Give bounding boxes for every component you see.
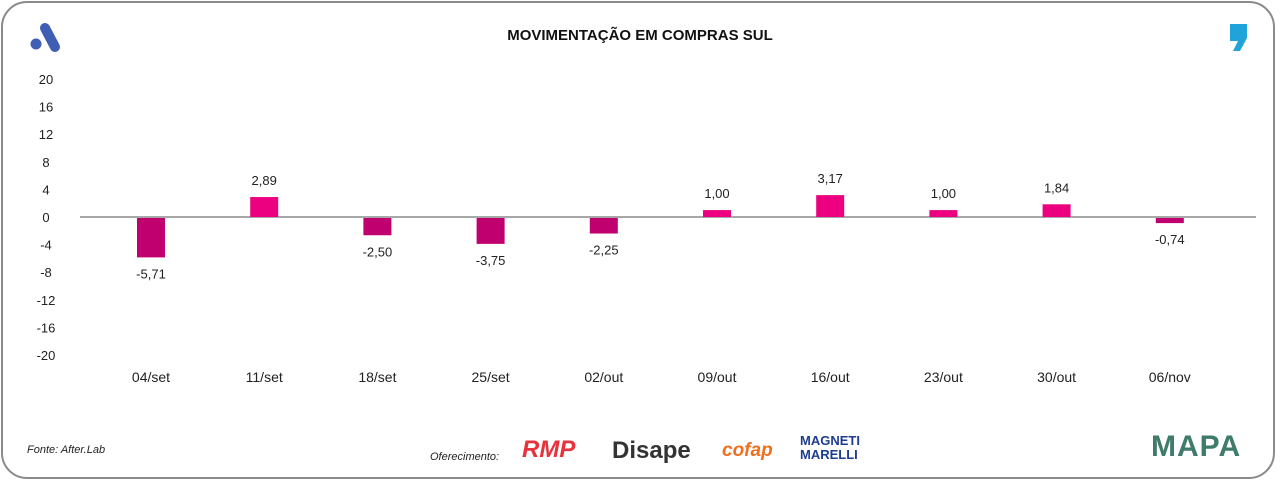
y-tick-label: 4 — [42, 182, 49, 197]
y-tick-label: 16 — [39, 100, 53, 115]
bar — [476, 218, 505, 244]
source-note: Fonte: After.Lab — [27, 444, 106, 456]
sponsor-logo-cofap: cofap — [722, 440, 773, 461]
data-label: -2,25 — [589, 243, 619, 258]
bar — [589, 218, 618, 234]
y-tick-label: 20 — [39, 72, 53, 87]
bar — [1155, 218, 1184, 224]
x-tick-label: 06/nov — [1149, 369, 1191, 385]
y-tick-label: 12 — [39, 127, 53, 142]
data-label: -2,50 — [363, 244, 393, 259]
data-label: 2,89 — [252, 173, 277, 188]
x-tick-label: 04/set — [132, 369, 170, 385]
x-tick-label: 25/set — [472, 369, 510, 385]
bar — [816, 195, 845, 217]
data-label: 1,84 — [1044, 180, 1069, 195]
data-label: 3,17 — [818, 171, 843, 186]
x-tick-label: 16/out — [811, 369, 850, 385]
y-tick-label: -16 — [37, 320, 56, 335]
y-tick-label: -20 — [37, 348, 56, 363]
left-logo-icon — [30, 23, 60, 52]
data-label: 1,00 — [931, 186, 956, 201]
bar — [929, 210, 958, 217]
data-label: -3,75 — [476, 253, 506, 268]
sponsor-logo-magneti-marelli: MAGNETI MARELLI — [800, 433, 860, 462]
sponsor-logo-disape: Disape — [612, 437, 691, 464]
bar — [703, 210, 731, 217]
bar — [250, 197, 279, 217]
comma-logo-icon — [1230, 24, 1247, 51]
x-tick-label: 18/set — [358, 369, 396, 385]
y-tick-label: -12 — [37, 293, 56, 308]
sponsor-logo-rmp: RMP — [522, 436, 576, 463]
x-tick-label: 23/out — [924, 369, 963, 385]
data-label: -0,74 — [1155, 232, 1185, 247]
y-tick-label: 8 — [42, 155, 49, 170]
y-tick-label: 0 — [42, 210, 49, 225]
bar — [363, 218, 392, 236]
sponsor-label: Oferecimento: — [430, 451, 500, 463]
data-label: -5,71 — [136, 266, 166, 281]
x-tick-label: 30/out — [1037, 369, 1076, 385]
brand-logo-mapa: MAPA — [1151, 430, 1242, 463]
y-tick-label: -4 — [40, 238, 52, 253]
x-tick-label: 09/out — [698, 369, 737, 385]
x-tick-label: 02/out — [584, 369, 623, 385]
bar — [1042, 204, 1071, 217]
data-label: 1,00 — [704, 186, 729, 201]
chart-title: MOVIMENTAÇÃO EM COMPRAS SUL — [507, 27, 773, 44]
x-tick-label: 11/set — [246, 369, 283, 385]
y-tick-label: -8 — [40, 265, 52, 280]
bar — [137, 218, 165, 258]
